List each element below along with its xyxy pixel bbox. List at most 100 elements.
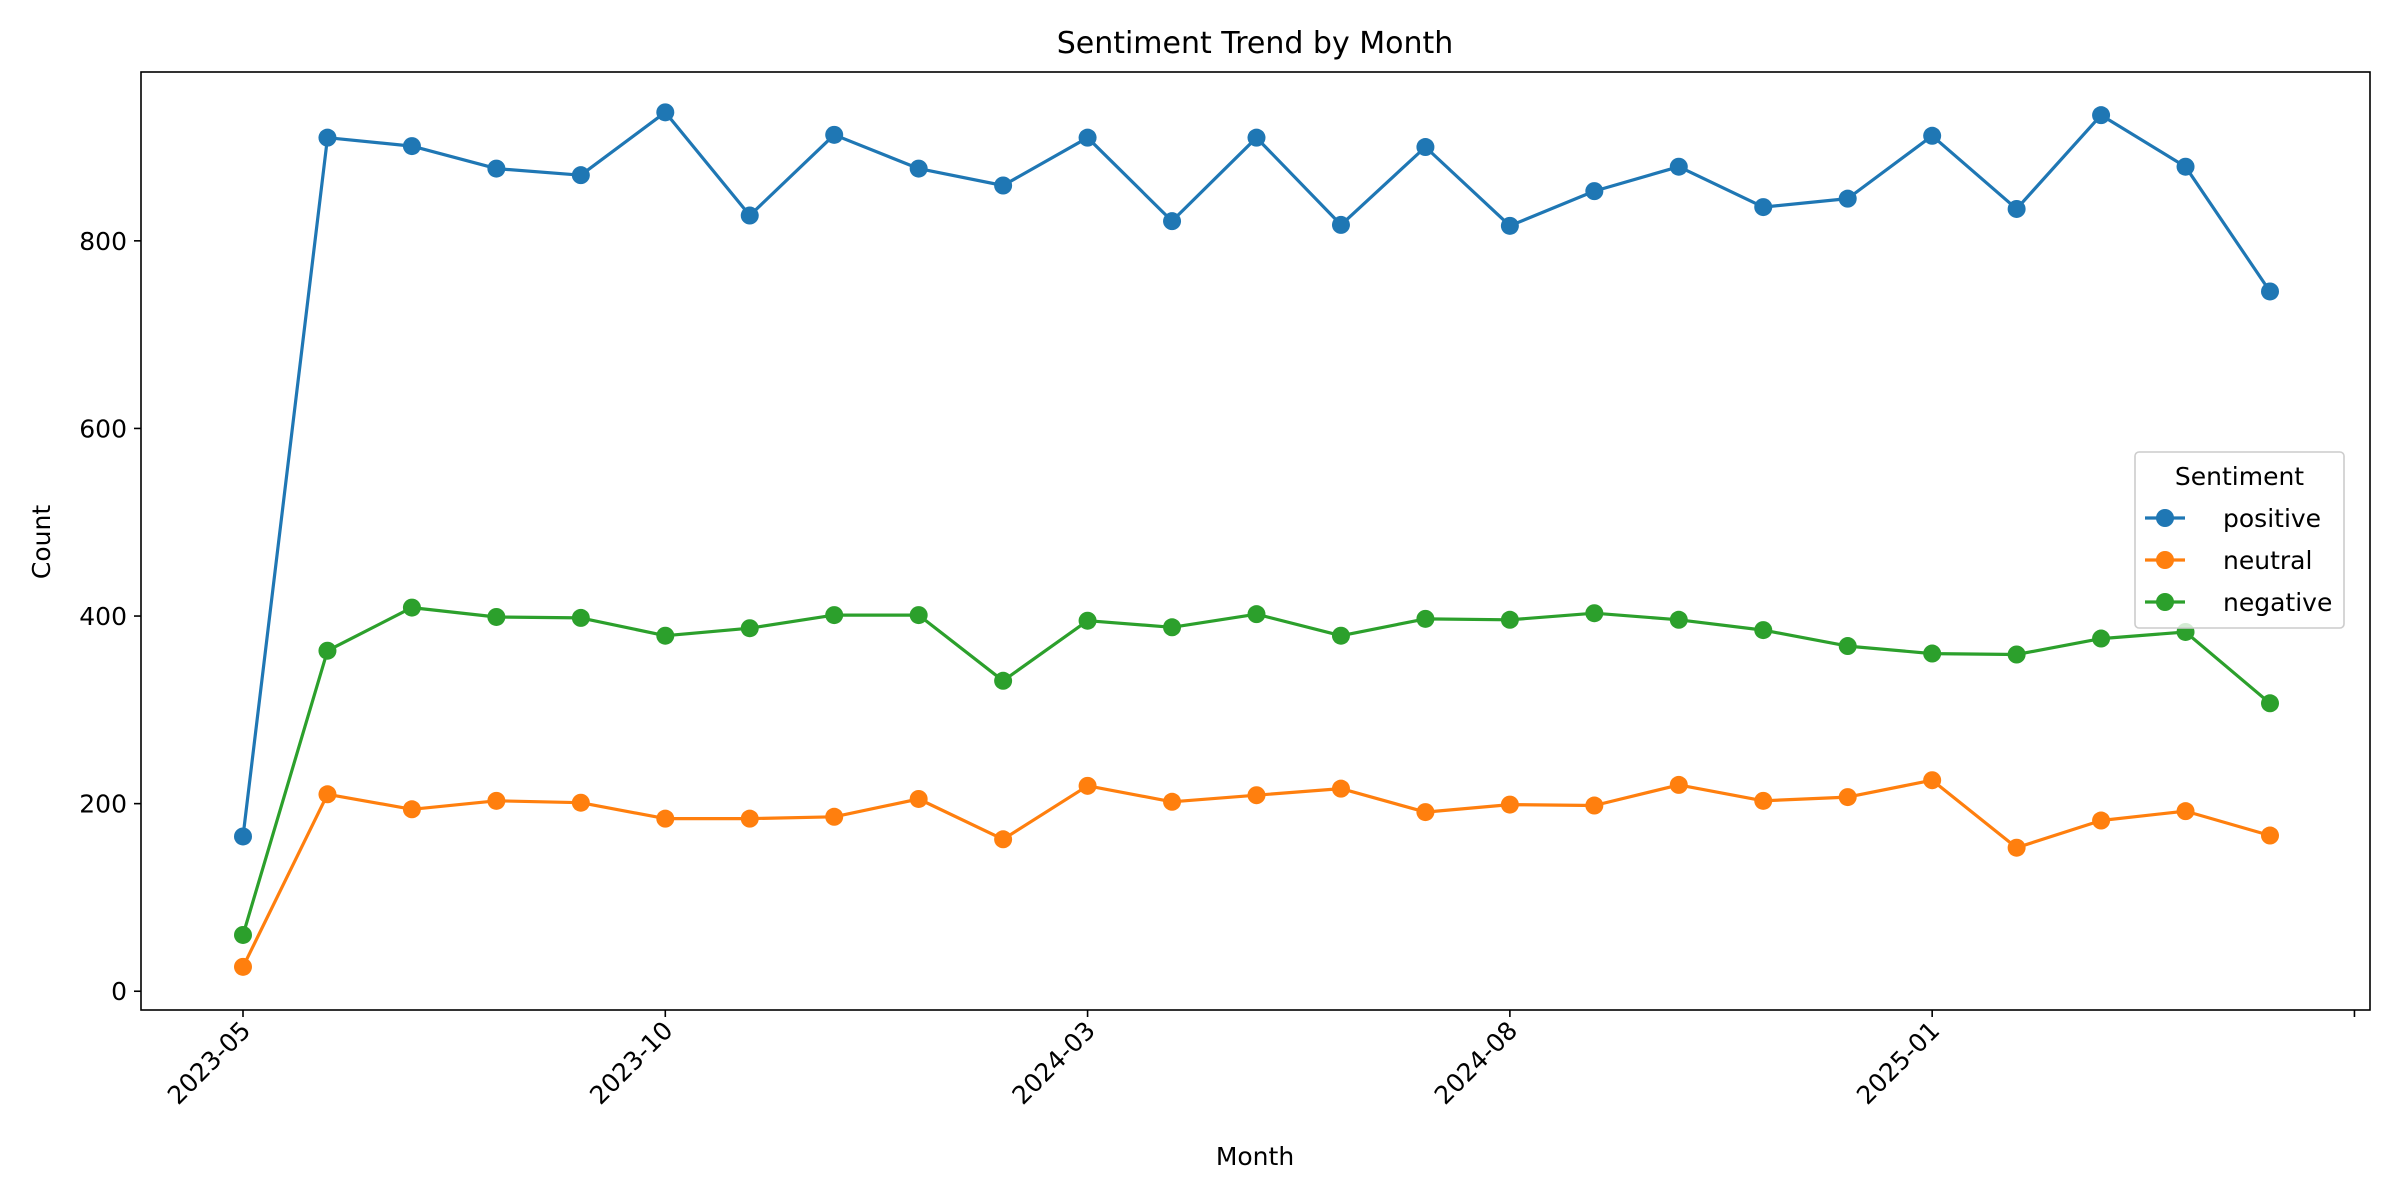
data-point-neutral	[825, 807, 844, 826]
data-point-positive	[1754, 198, 1773, 217]
data-point-neutral	[1247, 786, 1266, 805]
data-point-positive	[2176, 157, 2195, 176]
x-axis-title: Month	[1216, 1142, 1294, 1171]
data-point-positive	[740, 206, 759, 225]
data-point-negative	[825, 606, 844, 625]
data-point-neutral	[1923, 771, 1942, 790]
data-point-neutral	[1838, 788, 1857, 807]
y-tick-label: 400	[79, 602, 127, 631]
y-axis-title: Count	[27, 505, 56, 579]
legend-label-negative: negative	[2223, 588, 2332, 617]
series-negative	[234, 598, 2279, 944]
plot-frame	[140, 71, 2371, 1011]
legend-marker-neutral	[2156, 551, 2174, 569]
data-point-neutral	[318, 785, 337, 804]
y-tick-label: 0	[111, 977, 127, 1006]
data-point-negative	[1838, 637, 1857, 656]
y-tick-label: 600	[79, 414, 127, 443]
data-point-neutral	[234, 957, 252, 976]
data-point-neutral	[909, 789, 928, 808]
data-point-neutral	[1754, 791, 1773, 810]
data-point-positive	[1669, 157, 1688, 176]
data-point-positive	[909, 159, 928, 178]
legend-entry-neutral: neutral	[2145, 546, 2312, 575]
legend-box	[2134, 451, 2345, 629]
plot-area	[234, 103, 2279, 976]
data-point-neutral	[571, 793, 590, 812]
data-point-neutral	[1500, 795, 1519, 814]
data-point-neutral	[487, 791, 506, 810]
data-point-positive	[234, 827, 252, 846]
data-point-negative	[1923, 644, 1942, 663]
data-point-positive	[1247, 128, 1266, 147]
data-point-negative	[909, 606, 928, 625]
data-point-positive	[656, 103, 675, 122]
data-point-positive	[1163, 212, 1182, 231]
data-point-negative	[1500, 610, 1519, 629]
data-point-positive	[2007, 199, 2026, 218]
data-point-negative	[2261, 694, 2279, 713]
data-point-neutral	[656, 809, 675, 828]
data-point-neutral	[2092, 811, 2111, 830]
data-point-negative	[571, 608, 590, 627]
legend-marker-positive	[2156, 509, 2174, 527]
data-point-neutral	[994, 830, 1013, 849]
data-point-negative	[1754, 621, 1773, 640]
data-point-neutral	[2176, 802, 2195, 821]
data-point-negative	[2092, 629, 2111, 648]
data-point-positive	[1585, 182, 1604, 201]
data-point-neutral	[1585, 796, 1604, 815]
data-point-neutral	[1331, 779, 1350, 798]
data-point-neutral	[2007, 838, 2026, 857]
data-point-negative	[1585, 604, 1604, 623]
data-point-neutral	[2261, 826, 2279, 845]
data-point-negative	[1669, 610, 1688, 629]
chart-title: Sentiment Trend by Month	[1057, 26, 1454, 61]
legend: Sentiment positive neutral negative	[2134, 451, 2345, 629]
data-point-negative	[1247, 605, 1266, 624]
data-point-negative	[1163, 618, 1182, 637]
data-point-positive	[1416, 138, 1435, 157]
data-point-negative	[740, 619, 759, 638]
data-point-negative	[994, 671, 1013, 690]
data-point-negative	[656, 626, 675, 645]
data-point-positive	[1078, 128, 1097, 147]
data-point-neutral	[740, 809, 759, 828]
legend-entry-negative: negative	[2145, 588, 2332, 617]
data-point-positive	[1331, 215, 1350, 234]
data-point-positive	[402, 137, 421, 156]
y-tick-label: 800	[79, 227, 127, 256]
data-point-positive	[2261, 282, 2279, 301]
data-point-negative	[1331, 626, 1350, 645]
legend-label-neutral: neutral	[2223, 546, 2312, 575]
data-point-positive	[1923, 126, 1942, 145]
data-point-neutral	[1078, 776, 1097, 795]
data-point-negative	[1078, 611, 1097, 630]
data-point-negative	[487, 607, 506, 626]
data-point-neutral	[1669, 775, 1688, 794]
series-positive	[234, 103, 2279, 846]
data-point-positive	[487, 159, 506, 178]
data-point-neutral	[1163, 792, 1182, 811]
data-point-neutral	[1416, 803, 1435, 822]
data-point-positive	[571, 166, 590, 185]
legend-marker-negative	[2156, 593, 2174, 611]
data-point-positive	[825, 125, 844, 144]
data-point-negative	[318, 641, 337, 660]
legend-label-positive: positive	[2223, 504, 2321, 533]
legend-entry-positive: positive	[2145, 504, 2321, 533]
data-point-negative	[1416, 609, 1435, 628]
legend-title: Sentiment	[2175, 462, 2304, 491]
data-point-negative	[402, 598, 421, 617]
data-point-positive	[2092, 106, 2111, 125]
data-point-positive	[1500, 216, 1519, 235]
data-point-positive	[1838, 189, 1857, 208]
data-point-positive	[994, 176, 1013, 195]
data-point-negative	[234, 925, 252, 944]
data-point-positive	[318, 128, 337, 147]
data-point-neutral	[402, 800, 421, 819]
y-tick-label: 200	[79, 790, 127, 819]
data-point-negative	[2007, 645, 2026, 664]
